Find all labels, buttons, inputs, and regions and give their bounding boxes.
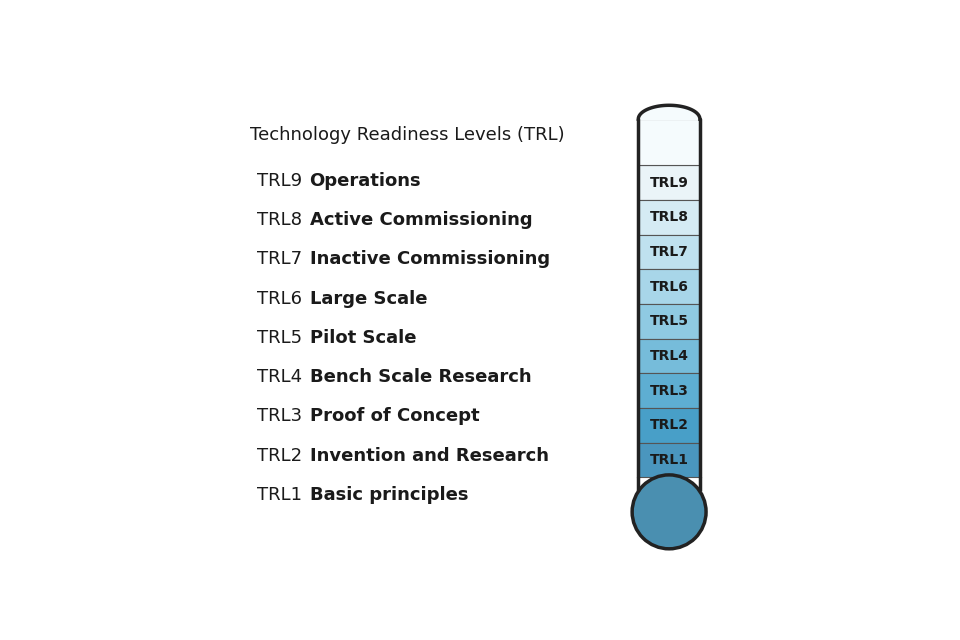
- Text: TRL9: TRL9: [650, 175, 688, 189]
- Bar: [638, 269, 700, 304]
- Text: Proof of Concept: Proof of Concept: [309, 408, 479, 426]
- Bar: [638, 119, 700, 165]
- Text: TRL6: TRL6: [650, 280, 688, 294]
- Bar: [638, 339, 700, 373]
- Bar: [638, 304, 700, 339]
- Bar: [638, 200, 700, 235]
- Text: TRL2: TRL2: [650, 418, 688, 432]
- Text: TRL3: TRL3: [257, 408, 302, 426]
- Text: TRL5: TRL5: [257, 329, 302, 347]
- Text: TRL3: TRL3: [650, 383, 688, 397]
- Text: Bench Scale Research: Bench Scale Research: [309, 368, 531, 386]
- Text: Inactive Commissioning: Inactive Commissioning: [309, 250, 550, 268]
- Text: TRL1: TRL1: [650, 453, 688, 467]
- Text: TRL8: TRL8: [257, 211, 302, 229]
- Text: Invention and Research: Invention and Research: [309, 447, 548, 465]
- Text: TRL7: TRL7: [257, 250, 302, 268]
- Text: TRL4: TRL4: [257, 368, 302, 386]
- Text: TRL8: TRL8: [650, 211, 688, 225]
- Bar: [638, 235, 700, 269]
- Text: TRL1: TRL1: [257, 486, 302, 504]
- Bar: [638, 165, 700, 200]
- Text: Large Scale: Large Scale: [309, 289, 427, 308]
- Text: TRL7: TRL7: [650, 245, 688, 259]
- Polygon shape: [638, 106, 700, 119]
- Bar: [638, 442, 700, 477]
- Text: Operations: Operations: [309, 172, 421, 189]
- Circle shape: [632, 475, 706, 549]
- Text: TRL9: TRL9: [257, 172, 302, 189]
- Text: Active Commissioning: Active Commissioning: [309, 211, 532, 229]
- Text: TRL2: TRL2: [257, 447, 302, 465]
- Text: TRL6: TRL6: [257, 289, 302, 308]
- Text: Technology Readiness Levels (TRL): Technology Readiness Levels (TRL): [250, 125, 564, 143]
- Bar: [638, 408, 700, 442]
- Bar: [638, 373, 700, 408]
- Text: TRL4: TRL4: [650, 349, 688, 363]
- Text: Basic principles: Basic principles: [309, 486, 468, 504]
- Text: TRL5: TRL5: [650, 314, 688, 328]
- Text: Pilot Scale: Pilot Scale: [309, 329, 416, 347]
